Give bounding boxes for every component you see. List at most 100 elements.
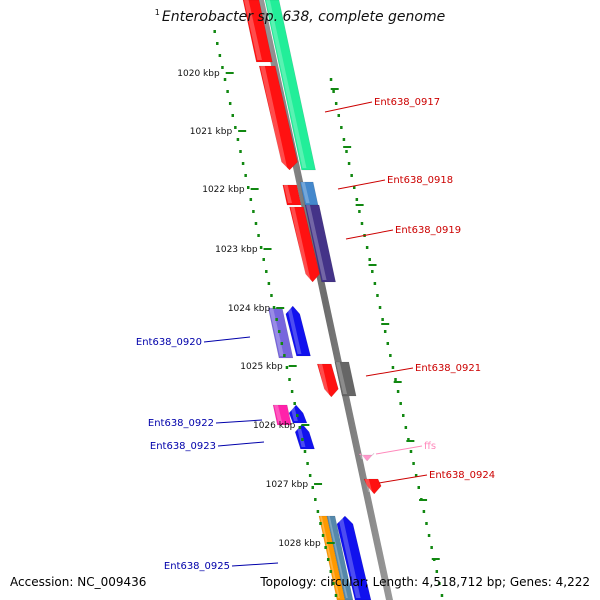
tick-label: 1024 kbp (228, 304, 271, 314)
title-superscript: 1 (154, 8, 160, 17)
ring-dot-outer (265, 270, 268, 273)
ring-dot-inner (427, 534, 431, 537)
ring-dot-inner (368, 258, 371, 261)
ring-dot-inner (360, 222, 364, 225)
gene-feature[interactable] (294, 423, 315, 450)
ring-dot-inner (381, 318, 384, 321)
ring-dot-outer (280, 342, 284, 345)
ring-dot-outer (244, 174, 247, 177)
ring-dot-inner (389, 354, 392, 357)
ring-dot-outer (301, 438, 304, 441)
leader-line (231, 562, 279, 567)
length-value: 4,518,712 bp (421, 575, 502, 589)
ring-dot-outer (326, 558, 330, 561)
leader-line (337, 179, 386, 190)
ring-dot-outer (246, 186, 250, 189)
ring-dot-outer (231, 114, 235, 117)
gene-label-ffs[interactable]: ffs (424, 441, 436, 452)
ring-dot-outer (290, 390, 294, 393)
gene-feature[interactable] (272, 404, 292, 426)
tick-label: 1026 kbp (253, 421, 296, 431)
leader-line (365, 367, 414, 377)
title-text: Enterobacter sp. 638, complete genome (161, 9, 446, 25)
ring-dot-inner (386, 342, 390, 345)
ring-dot-outer (306, 462, 309, 465)
ring-dot-outer (262, 258, 265, 261)
gene-label-ent638_0923[interactable]: Ent638_0923 (150, 441, 216, 452)
ring-dot-inner (402, 414, 405, 417)
tick-label: 1020 kbp (177, 69, 220, 79)
length-label: ; Length: (364, 575, 422, 589)
ring-dot-outer (272, 306, 276, 309)
gene-feature[interactable] (334, 361, 357, 397)
ring-dot-outer (213, 30, 216, 33)
gene-feature[interactable] (316, 363, 339, 398)
ring-dot-inner (371, 270, 374, 273)
genes-value: 4,222 (555, 575, 590, 589)
gene-label-ent638_0925[interactable]: Ent638_0925 (164, 561, 230, 572)
ring-dot-outer (228, 102, 232, 105)
ring-dot-inner (417, 486, 420, 489)
ring-dot-inner (396, 390, 400, 393)
ring-dot-outer (275, 318, 278, 321)
gene-label-ent638_0924[interactable]: Ent638_0924 (429, 470, 495, 481)
ring-dot-inner (340, 126, 343, 129)
ring-dot-inner (399, 402, 402, 405)
gene-label-ent638_0919[interactable]: Ent638_0919 (395, 225, 461, 236)
ring-dot-outer (285, 366, 289, 369)
ring-dot-outer (257, 234, 260, 237)
ring-dot-outer (332, 582, 335, 585)
ring-dot-outer (283, 354, 286, 357)
gene-feature[interactable] (264, 0, 316, 171)
gene-feature[interactable] (363, 478, 382, 495)
leader-line (324, 101, 373, 113)
ring-dot-outer (221, 66, 224, 69)
ring-dot-outer (334, 594, 338, 597)
tick-label: 1023 kbp (215, 245, 258, 255)
ring-dot-outer (296, 414, 299, 417)
gene-feature[interactable] (299, 181, 319, 206)
ring-dot-inner (430, 546, 433, 549)
gene-label-ent638_0917[interactable]: Ent638_0917 (374, 97, 440, 108)
ring-dot-outer (308, 474, 312, 477)
ring-dot-outer (239, 150, 242, 153)
ring-dot-inner (345, 150, 348, 153)
ring-dot-inner (358, 210, 361, 213)
gene-label-ent638_0922[interactable]: Ent638_0922 (148, 418, 214, 429)
map-title: 1 Enterobacter sp. 638, complete genome (0, 8, 600, 25)
gene-feature[interactable] (285, 305, 311, 357)
tick-label: 1025 kbp (240, 362, 283, 372)
ring-dot-outer (252, 210, 255, 213)
gene-block[interactable] (242, 0, 273, 63)
tick-label: 1021 kbp (190, 127, 233, 137)
ring-dot-outer (223, 78, 227, 81)
ring-dot-inner (365, 246, 369, 249)
leader-line (203, 336, 251, 343)
ring-dot-outer (259, 246, 263, 249)
leader-line (375, 445, 423, 455)
ring-dot-inner (383, 330, 387, 333)
gene-feature[interactable] (289, 206, 320, 283)
ring-dot-inner (352, 186, 356, 189)
gene-feature[interactable] (336, 515, 372, 600)
gene-feature[interactable] (304, 204, 336, 283)
ring-dot-inner (407, 438, 410, 441)
ring-dot-inner (350, 174, 353, 177)
ring-dot-inner (435, 570, 439, 573)
accession-info: Accession: NC_009436 (10, 575, 146, 589)
gene-feature[interactable] (326, 515, 354, 600)
ring-dot-inner (347, 162, 351, 165)
ring-dot-inner (378, 306, 382, 309)
ring-dot-inner (342, 138, 346, 141)
gene-feature[interactable] (258, 65, 298, 171)
gene-feature[interactable] (358, 452, 375, 462)
gene-label-ent638_0921[interactable]: Ent638_0921 (415, 363, 481, 374)
tick-label: 1022 kbp (202, 185, 245, 195)
gene-feature[interactable] (282, 184, 302, 206)
gene-label-ent638_0918[interactable]: Ent638_0918 (387, 175, 453, 186)
ring-dot-inner (404, 426, 408, 429)
genes-label: ; Genes: (502, 575, 556, 589)
accession-label: Accession: (10, 575, 78, 589)
gene-label-ent638_0920[interactable]: Ent638_0920 (136, 337, 202, 348)
